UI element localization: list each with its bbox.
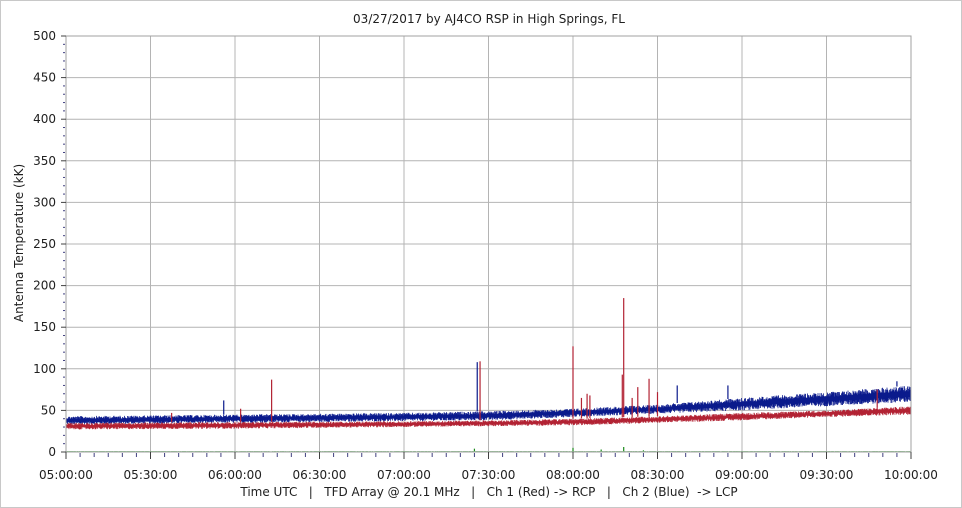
y-tick-label: 300: [33, 195, 56, 209]
x-tick-label: 09:30:00: [800, 468, 854, 482]
x-tick-label: 06:00:00: [208, 468, 262, 482]
x-tick-label: 05:00:00: [39, 468, 93, 482]
x-tick-label: 09:00:00: [715, 468, 769, 482]
x-tick-label: 08:00:00: [546, 468, 600, 482]
x-tick-label: 10:00:00: [884, 468, 938, 482]
x-tick-label: 08:30:00: [631, 468, 685, 482]
y-tick-label: 50: [41, 403, 56, 417]
y-tick-label: 200: [33, 279, 56, 293]
y-tick-label: 150: [33, 320, 56, 334]
y-tick-label: 100: [33, 362, 56, 376]
x-axis-label: Time UTC | TFD Array @ 20.1 MHz | Ch 1 (…: [239, 485, 737, 499]
y-tick-label: 500: [33, 29, 56, 43]
y-tick-label: 350: [33, 154, 56, 168]
y-tick-label: 0: [48, 445, 56, 459]
x-axis-ticks: 05:00:00 05:30:00 06:00:00 06:30:00 07:00:00…: [39, 452, 938, 482]
y-axis-ticks: 0 50 100 150 200 250 300 350 400 450 500: [33, 29, 66, 459]
y-tick-label: 450: [33, 71, 56, 85]
x-tick-label: 07:00:00: [377, 468, 431, 482]
series-1: [65, 298, 912, 430]
y-axis-label: Antenna Temperature (kK): [12, 164, 26, 322]
x-tick-label: 05:30:00: [124, 468, 178, 482]
y-tick-label: 250: [33, 237, 56, 251]
x-tick-label: 07:30:00: [462, 468, 516, 482]
chart-title: 03/27/2017 by AJ4CO RSP in High Springs,…: [353, 12, 625, 26]
y-tick-label: 400: [33, 112, 56, 126]
x-tick-label: 06:30:00: [293, 468, 347, 482]
